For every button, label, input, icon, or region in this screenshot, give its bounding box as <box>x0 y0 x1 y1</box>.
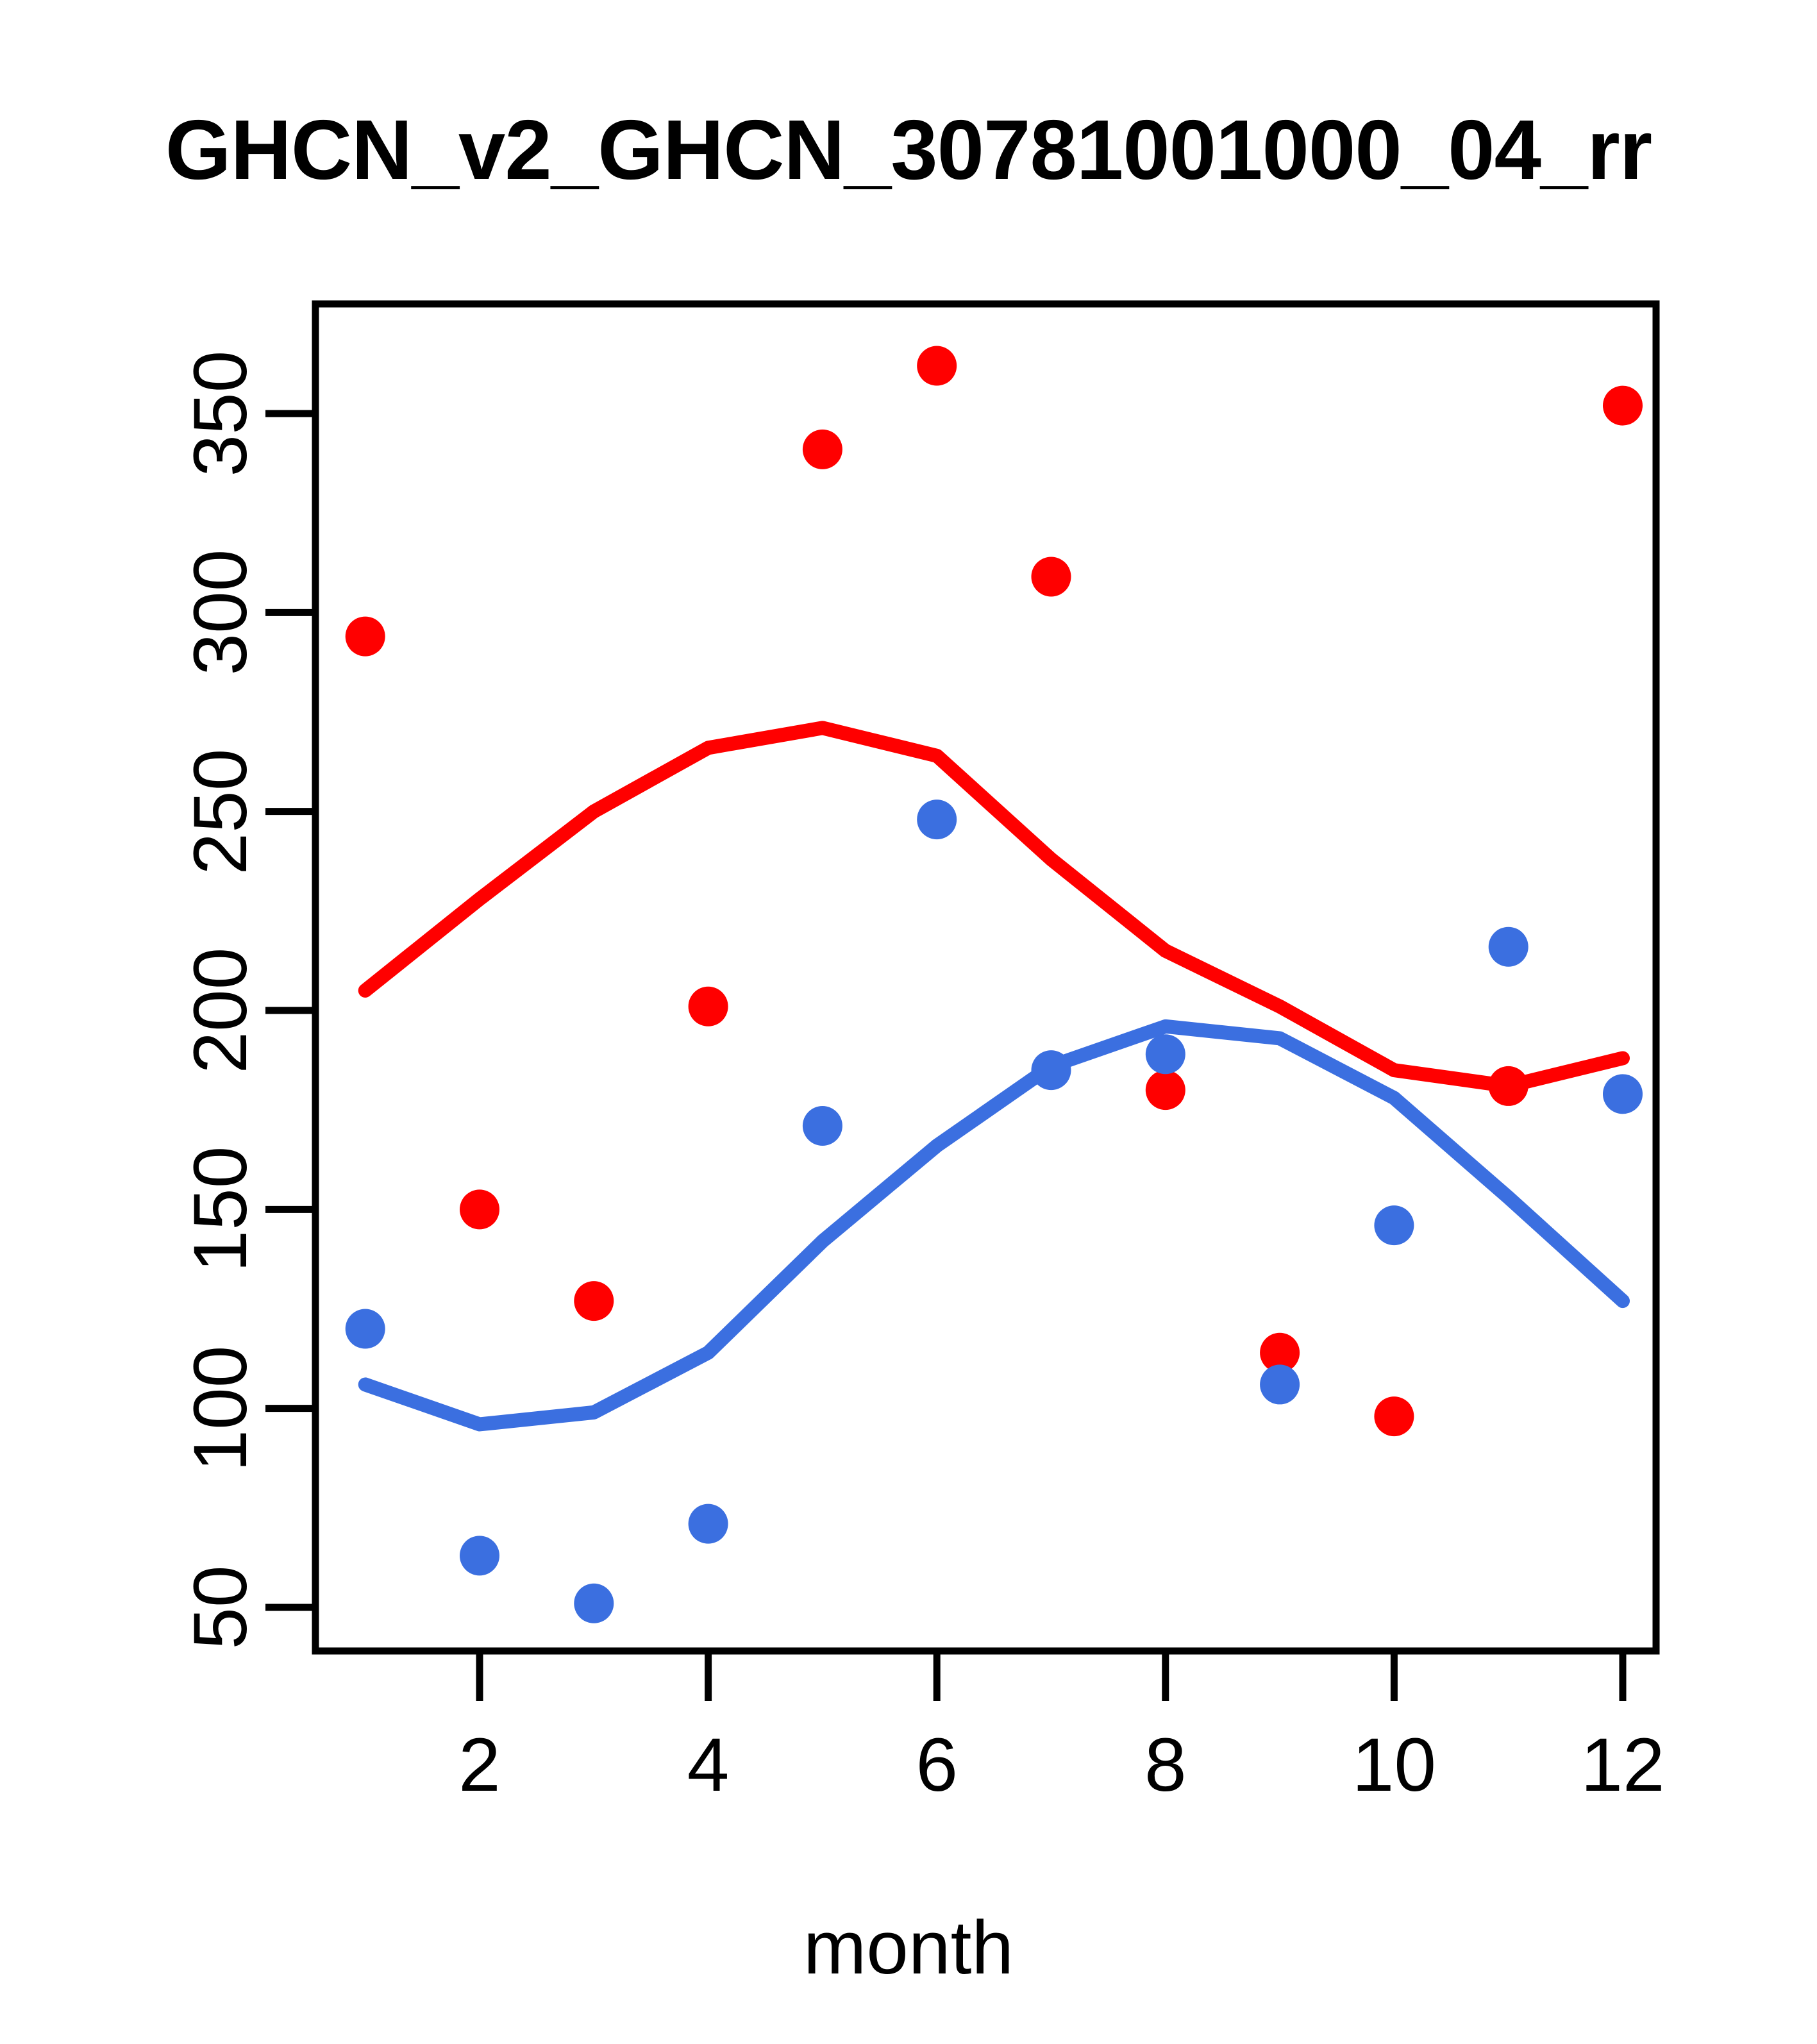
blue-points-marker <box>1145 1034 1185 1075</box>
red-points-marker <box>345 616 385 657</box>
x-tick-label: 2 <box>458 1723 501 1807</box>
x-tick-label: 12 <box>1580 1723 1665 1807</box>
blue-points-marker <box>688 1504 728 1544</box>
blue-points-marker <box>1374 1205 1414 1246</box>
red-points-marker <box>460 1189 499 1230</box>
blue-points-marker <box>1031 1050 1071 1091</box>
blue-points-marker <box>1488 926 1528 967</box>
series-points-group <box>345 346 1643 1623</box>
plot-frame <box>312 300 1660 1655</box>
x-tick-label: 6 <box>916 1723 958 1807</box>
red-points-marker <box>1603 385 1643 426</box>
page-title: GHCN_v2_GHCN_30781001000_04_rr <box>165 103 1652 197</box>
red-points-marker <box>1260 1332 1300 1373</box>
red-points-marker <box>917 346 957 386</box>
blue-points-marker <box>345 1309 385 1349</box>
x-tick-label: 10 <box>1352 1723 1437 1807</box>
y-tick-label: 250 <box>178 748 263 875</box>
x-tick-label: 8 <box>1144 1723 1187 1807</box>
red-points-marker <box>802 429 842 469</box>
red-points-marker <box>1488 1066 1528 1106</box>
red-smooth-line <box>358 721 1630 1093</box>
y-tick-label: 150 <box>178 1146 263 1273</box>
y-tick-label: 350 <box>178 350 263 477</box>
red-points-marker <box>1031 557 1071 597</box>
blue-points-marker <box>1603 1074 1643 1114</box>
y-tick-label: 200 <box>178 947 263 1074</box>
x-axis-ticks <box>476 1651 1627 1701</box>
red-points-marker <box>688 986 728 1026</box>
red-points-marker <box>1374 1396 1414 1437</box>
blue-points-marker <box>1260 1364 1300 1405</box>
blue-points-marker <box>574 1583 614 1623</box>
blue-points-marker <box>460 1536 499 1576</box>
x-axis-title: month <box>803 1906 1014 1990</box>
blue-smooth-line <box>358 1019 1630 1432</box>
series-lines-group <box>358 721 1630 1432</box>
y-tick-label: 300 <box>178 549 263 676</box>
red-points-marker <box>574 1281 614 1321</box>
red-points-marker <box>1145 1070 1185 1110</box>
y-tick-label: 100 <box>178 1345 263 1472</box>
y-tick-label: 50 <box>178 1565 263 1650</box>
x-tick-label: 4 <box>687 1723 730 1807</box>
y-axis-ticks <box>265 410 315 1611</box>
blue-points-marker <box>802 1105 842 1146</box>
blue-points-marker <box>917 800 957 840</box>
